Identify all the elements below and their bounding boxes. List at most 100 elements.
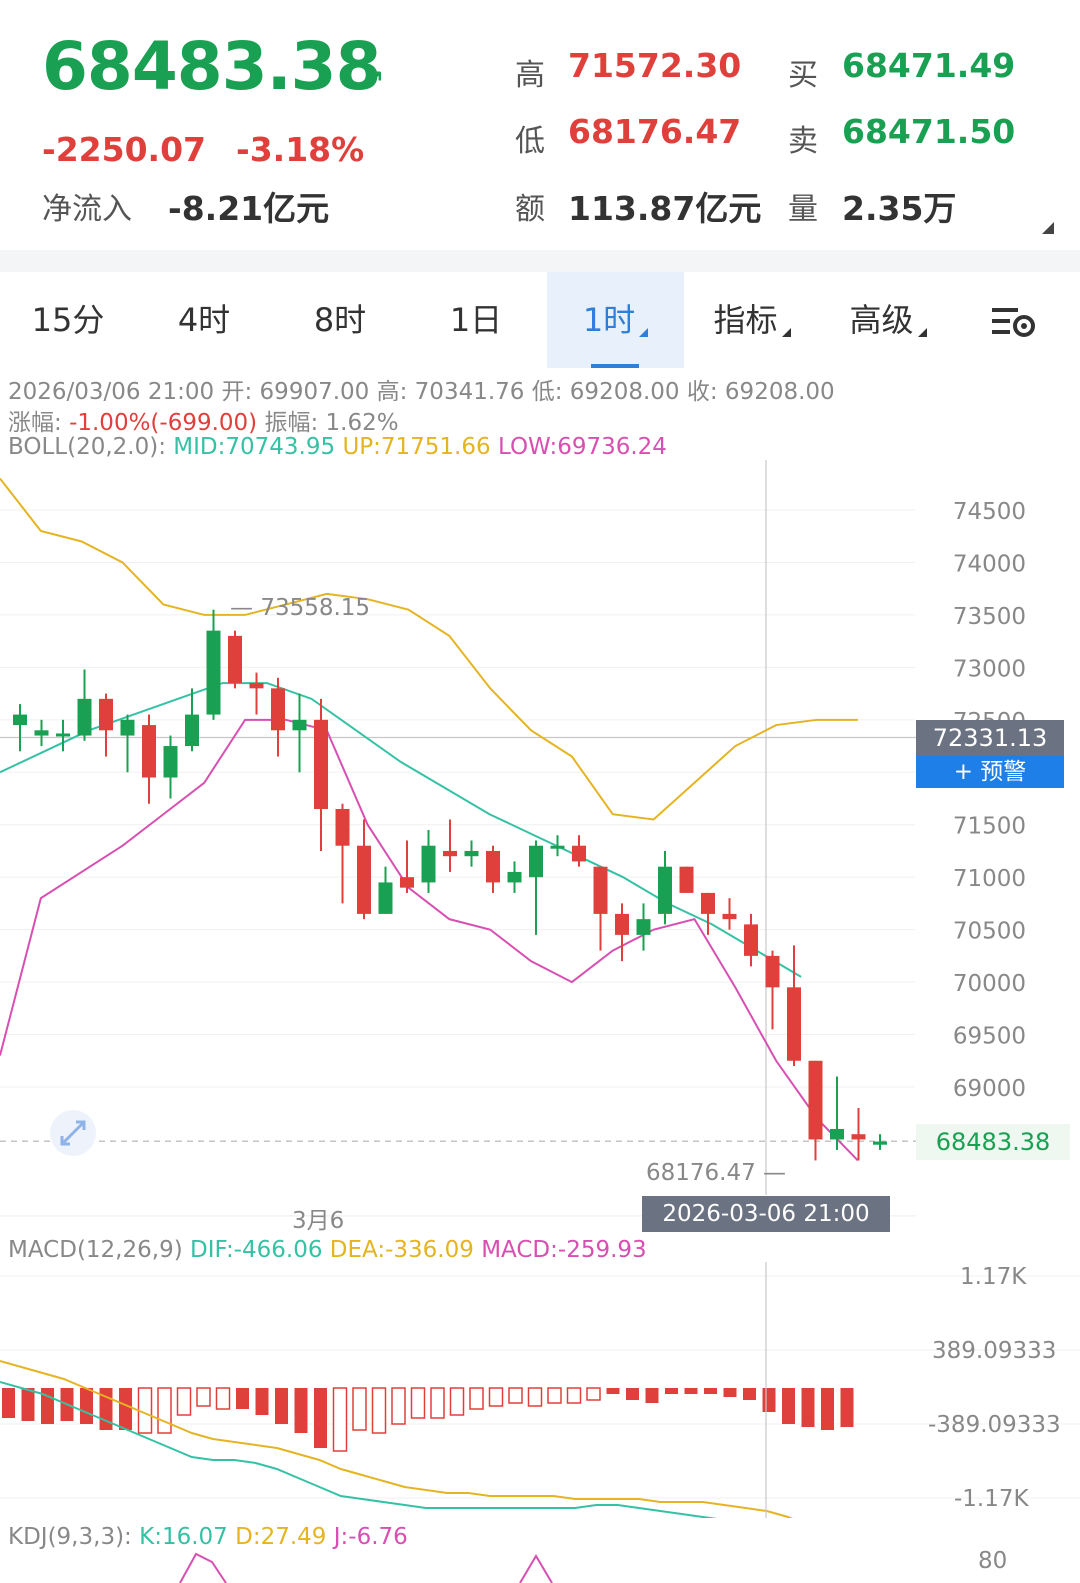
tab-label: 15分 [31, 301, 105, 339]
high-mark-label: — 73558.15 [230, 595, 371, 621]
period-tabs: 15分 4时 8时 1日 1时 指标 高级 [0, 272, 1080, 368]
current-price-tag: 68483.38 [916, 1124, 1070, 1160]
candle-body [163, 746, 178, 778]
change-info-line: 涨幅: -1.00%(-699.00) 振幅: 1.62% [8, 403, 399, 437]
candle-body [271, 688, 285, 731]
tab-8h[interactable]: 8时 [272, 272, 408, 368]
macd-info-line: MACD(12,26,9) DIF:-466.06 DEA:-336.09 MA… [8, 1237, 647, 1263]
macd-bar [527, 1387, 543, 1407]
price-axis-label: 71500 [953, 814, 1026, 840]
boll-info-line: BOLL(20,2.0): MID:70743.95 UP:71751.66 L… [8, 434, 667, 460]
price-axis-label: 74000 [953, 551, 1026, 577]
boll-lower-line [0, 718, 859, 1162]
active-tab-indicator [591, 364, 639, 368]
candle-body [550, 845, 565, 849]
kdj-chart [179, 1552, 553, 1583]
tab-indicators[interactable]: 指标 [684, 272, 820, 368]
chart-settings-button[interactable] [970, 272, 1060, 368]
price-axis-label: 71000 [953, 866, 1026, 892]
candle-body [378, 882, 393, 914]
tab-15min[interactable]: 15分 [0, 272, 136, 368]
amplitude-label: 振幅: [264, 410, 319, 436]
change-label: 涨幅: [8, 410, 62, 436]
tab-1d[interactable]: 1日 [408, 272, 544, 368]
last-price: 68483.38 [42, 28, 382, 105]
candle-body [851, 1134, 866, 1140]
open-label: 开: [221, 379, 253, 405]
kdj-axis-label: 80 [978, 1548, 1008, 1574]
macd-bar [566, 1387, 582, 1404]
netflow-label: 净流入 [42, 192, 132, 227]
macd-bar [449, 1387, 465, 1416]
bid-value: 68471.49 [842, 46, 1016, 85]
tab-4h[interactable]: 4时 [136, 272, 272, 368]
quote-header: 68483.38 ↗ -2250.07 -3.18% 净流入 -8.21亿元 高… [0, 0, 1080, 250]
open-value: 69907.00 [259, 379, 370, 405]
candle-body [357, 845, 371, 914]
candle-body [77, 698, 92, 736]
candlestick-chart[interactable]: 7450074000735007300072500720007150071000… [0, 460, 1080, 1240]
price-axis: 7450074000735007300072500720007150071000… [953, 499, 1026, 1102]
low-label: 低: [531, 379, 563, 405]
macd-bar [665, 1388, 678, 1394]
netflow-value: -8.21亿元 [168, 189, 330, 228]
macd-dif: DIF:-466.06 [190, 1237, 323, 1263]
chart-settings-icon [992, 308, 1035, 337]
low-value: 68176.47 [568, 112, 742, 151]
price-axis-label: 69500 [953, 1024, 1026, 1050]
macd-axis-label: -389.09333 [928, 1412, 1061, 1438]
candle-body [679, 866, 694, 893]
boll-upper-line [0, 477, 858, 821]
expand-chart-button[interactable] [50, 1110, 96, 1156]
tab-advanced[interactable]: 高级 [820, 272, 956, 368]
candle-body [615, 913, 629, 935]
candle-body [701, 892, 715, 914]
candle-body [873, 1141, 887, 1145]
kdj-k: K:16.07 [139, 1524, 228, 1550]
price-axis-label: 69000 [953, 1076, 1026, 1102]
expand-corner-icon[interactable] [1042, 222, 1054, 234]
tab-label: 指标 [713, 301, 778, 339]
tab-label: 1时 [582, 301, 636, 339]
ohlc-info-line: 2026/03/06 21:00 开: 69907.00 高: 70341.76… [8, 372, 835, 406]
macd-axis-label: -1.17K [954, 1486, 1029, 1512]
macd-bar [704, 1388, 717, 1394]
macd-bar [645, 1388, 659, 1403]
ask-value: 68471.50 [842, 112, 1016, 151]
dropdown-caret-icon [917, 328, 927, 337]
candle-body [636, 919, 651, 935]
macd-bar [2, 1388, 15, 1418]
kdj-j: J:-6.76 [333, 1524, 408, 1550]
candle-body [722, 913, 737, 920]
macd-bar [626, 1388, 639, 1400]
price-axis-label: 73000 [953, 656, 1026, 682]
bid-label: 买 [788, 58, 818, 93]
candle-body [464, 850, 479, 857]
amount-value: 113.87亿元 [568, 189, 762, 228]
tab-label: 8时 [313, 301, 367, 339]
low-value: 69208.00 [569, 379, 680, 405]
candle-body [56, 733, 70, 737]
candle-body [400, 877, 414, 888]
candle-body [529, 845, 543, 878]
candle-body [593, 866, 608, 914]
candle-body [658, 866, 672, 914]
macd-bar [547, 1387, 562, 1404]
macd-bar [21, 1388, 35, 1421]
tab-1h[interactable]: 1时 [547, 272, 684, 368]
candle-body [765, 955, 780, 988]
boll-mid-line [0, 682, 802, 978]
tab-label: 高级 [849, 301, 914, 339]
macd-bar [723, 1388, 737, 1397]
macd-bar [294, 1388, 308, 1433]
close-value: 69208.00 [724, 379, 835, 405]
candle-body [99, 698, 113, 731]
boll-mid: MID:70743.95 [173, 434, 336, 460]
candle-body [120, 719, 135, 736]
macd-bar [782, 1388, 795, 1424]
grid-lines [0, 460, 916, 1217]
candle-body [443, 850, 457, 857]
macd-bar [508, 1387, 523, 1404]
macd-bar [410, 1387, 426, 1419]
add-alert-button[interactable]: + 预警 [916, 756, 1064, 788]
